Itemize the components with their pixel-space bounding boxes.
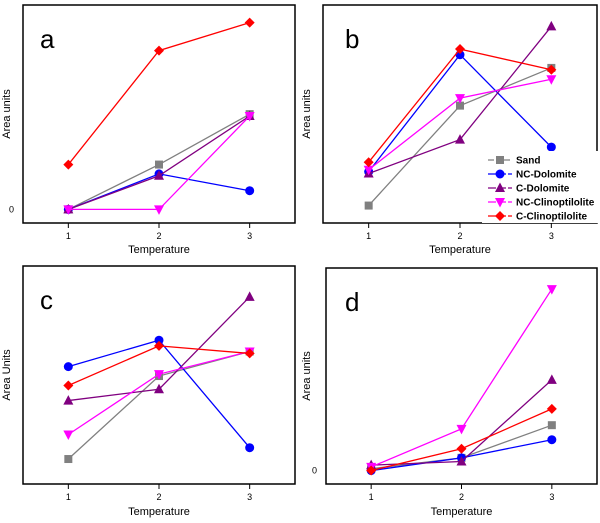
panel-d: d 1 2 3 0 Temperature Area units <box>301 267 598 518</box>
data-point-c-dolomite <box>546 374 557 384</box>
y-tick-label: 0 <box>312 466 317 476</box>
y-axis-title: Area units <box>1 89 13 139</box>
panel-a: a 1 2 3 0 Temperature Area units <box>1 4 296 256</box>
data-point-c-clinoptilolite <box>154 45 164 56</box>
y-axis-title: Area Units <box>1 349 13 401</box>
series-c-clinoptilolite <box>63 17 255 170</box>
data-point-c-dolomite <box>154 383 164 394</box>
data-point-c-dolomite <box>455 134 465 144</box>
x-tick-label: 2 <box>459 492 464 502</box>
data-point-c-dolomite <box>244 291 255 301</box>
x-tick-label: 1 <box>369 492 374 502</box>
legend-marker-c-clinoptilolite <box>495 211 505 221</box>
data-point-nc-clinoptilolite <box>456 424 467 435</box>
series-nc-clinoptilolite <box>363 75 557 176</box>
series-c-clinoptilolite <box>366 403 557 476</box>
series-c-clinoptilolite <box>363 44 557 168</box>
series-nc-clinoptilolite <box>63 112 255 215</box>
series-c-dolomite <box>63 291 255 405</box>
x-axis-title: Temperature <box>429 244 491 256</box>
data-point-sand <box>155 160 163 169</box>
data-point-c-clinoptilolite <box>244 348 255 359</box>
legend-marker-nc-dolomite <box>495 169 505 179</box>
data-point-sand <box>364 201 373 210</box>
data-point-nc-clinoptilolite <box>63 430 74 441</box>
data-point-c-clinoptilolite <box>456 443 467 454</box>
data-point-nc-clinoptilolite <box>154 205 164 215</box>
data-point-c-clinoptilolite <box>154 340 164 351</box>
x-tick-label: 3 <box>549 231 554 241</box>
data-point-c-clinoptilolite <box>63 380 74 391</box>
data-point-nc-clinoptilolite <box>455 94 465 104</box>
data-point-nc-dolomite <box>245 186 255 196</box>
panel-label: c <box>40 285 53 315</box>
series-line-nc-dolomite <box>68 339 251 449</box>
data-point-c-clinoptilolite <box>546 64 557 75</box>
data-point-c-dolomite <box>154 170 164 180</box>
data-point-nc-clinoptilolite <box>546 285 557 295</box>
legend-marker-sand <box>496 156 504 164</box>
panel-b: b 1 2 3 Temperature Area units Sand NC-Dolomite… <box>301 4 598 256</box>
x-axis-title: Temperature <box>128 506 190 518</box>
data-point-nc-dolomite <box>245 443 255 453</box>
legend-marker-c-dolomite <box>495 182 505 192</box>
series-sand <box>64 110 254 214</box>
data-point-nc-dolomite <box>546 142 556 152</box>
x-axis-title: Temperature <box>431 506 493 518</box>
series-nc-dolomite <box>63 335 255 453</box>
legend-label-sand: Sand <box>516 156 540 167</box>
x-tick-label: 3 <box>247 231 252 241</box>
data-point-nc-clinoptilolite <box>154 370 164 380</box>
y-tick-label: 0 <box>9 204 14 214</box>
data-point-sand <box>456 101 464 110</box>
legend-label-c-clinoptilolite: C-Clinoptilolite <box>516 212 588 223</box>
x-tick-label: 1 <box>66 492 71 502</box>
x-tick-label: 3 <box>549 492 554 502</box>
data-point-nc-clinoptilolite <box>546 75 557 85</box>
data-point-nc-dolomite <box>63 362 73 372</box>
series-line-sand <box>67 350 250 460</box>
data-point-c-clinoptilolite <box>363 157 374 168</box>
panel-label: a <box>40 24 55 54</box>
legend-label-nc-dolomite: NC-Dolomite <box>516 170 577 181</box>
series-c-clinoptilolite <box>63 340 255 391</box>
data-point-nc-dolomite <box>154 335 164 345</box>
series-sand <box>64 347 254 464</box>
series-line-nc-clinoptilolite <box>370 288 553 468</box>
data-point-c-dolomite <box>456 455 467 466</box>
plot-frame <box>22 4 296 224</box>
x-tick-label: 3 <box>247 492 252 502</box>
x-tick-label: 2 <box>156 231 161 241</box>
data-point-c-clinoptilolite <box>63 159 74 170</box>
panel-label: b <box>345 24 359 54</box>
legend: Sand NC-Dolomite C-Dolomite NC-Clinoptiloli… <box>482 151 598 223</box>
data-point-nc-clinoptilolite <box>63 205 74 215</box>
y-axis-title: Area units <box>301 89 313 139</box>
data-point-c-clinoptilolite <box>244 17 255 28</box>
data-point-nc-clinoptilolite <box>363 165 374 176</box>
x-tick-label: 2 <box>156 492 161 502</box>
panel-c: c 1 2 3 Temperature Area Units <box>1 265 296 518</box>
y-axis-title: Area units <box>301 351 313 401</box>
data-point-c-dolomite <box>63 395 74 405</box>
series-nc-dolomite <box>366 435 557 476</box>
legend-marker-nc-clinoptilolite <box>495 198 505 208</box>
data-point-c-dolomite <box>546 20 557 31</box>
panel-label: d <box>345 287 359 317</box>
data-point-sand <box>547 421 556 430</box>
data-point-c-clinoptilolite <box>546 403 557 414</box>
x-tick-label: 1 <box>366 231 371 241</box>
legend-label-c-dolomite: C-Dolomite <box>516 184 570 195</box>
series-nc-clinoptilolite <box>63 347 255 441</box>
x-tick-label: 1 <box>66 231 71 241</box>
data-point-sand <box>64 455 73 464</box>
x-axis-title: Temperature <box>128 244 190 256</box>
x-tick-label: 2 <box>457 231 462 241</box>
data-point-c-clinoptilolite <box>366 465 377 476</box>
legend-label-nc-clinoptilolite: NC-Clinoptilolite <box>516 198 595 209</box>
data-point-c-clinoptilolite <box>455 44 465 55</box>
data-point-nc-dolomite <box>547 435 557 445</box>
data-point-nc-clinoptilolite <box>244 112 255 122</box>
